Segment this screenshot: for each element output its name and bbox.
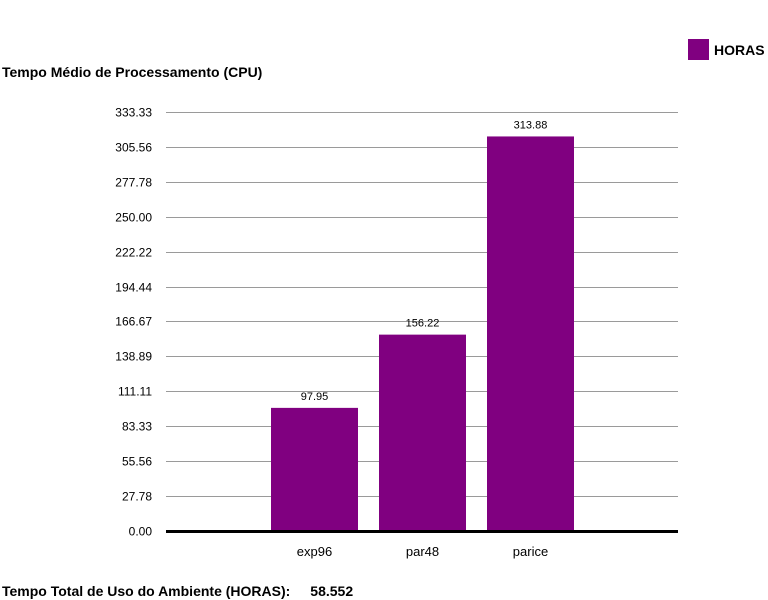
bar-value-label: 156.22: [406, 318, 440, 330]
y-tick-label: 111.11: [118, 385, 152, 399]
x-tick-label: par48: [406, 544, 439, 559]
y-tick-label: 83.33: [122, 420, 152, 434]
y-tick-label: 222.22: [115, 246, 152, 260]
footer-value: 58.552: [310, 583, 354, 599]
y-tick-label: 250.00: [115, 211, 152, 225]
bar: [487, 136, 574, 531]
footer-label: Tempo Total de Uso do Ambiente (HORAS):: [2, 583, 291, 599]
bar-value-label: 313.88: [514, 119, 548, 131]
x-tick-label: parice: [513, 544, 548, 559]
legend-label: HORAS: [714, 41, 765, 58]
y-tick-label: 333.33: [115, 106, 152, 120]
chart-title: Tempo Médio de Processamento (CPU): [2, 64, 263, 80]
footer: Tempo Total de Uso do Ambiente (HORAS): 5…: [2, 583, 353, 599]
bar: [271, 407, 358, 531]
y-tick-label: 138.89: [115, 350, 152, 364]
y-tick-label: 55.56: [122, 455, 152, 469]
y-tick-label: 305.56: [115, 141, 152, 155]
y-tick-label: 277.78: [115, 176, 152, 190]
y-tick-label: 0.00: [129, 525, 153, 539]
bar: [379, 334, 466, 531]
y-tick-label: 27.78: [122, 490, 152, 504]
y-tick-label: 194.44: [115, 281, 152, 295]
bar-value-label: 97.95: [301, 391, 329, 403]
legend-swatch: [688, 39, 709, 60]
y-tick-label: 166.67: [115, 315, 152, 329]
legend: HORAS: [688, 39, 765, 60]
x-tick-label: exp96: [297, 544, 332, 559]
